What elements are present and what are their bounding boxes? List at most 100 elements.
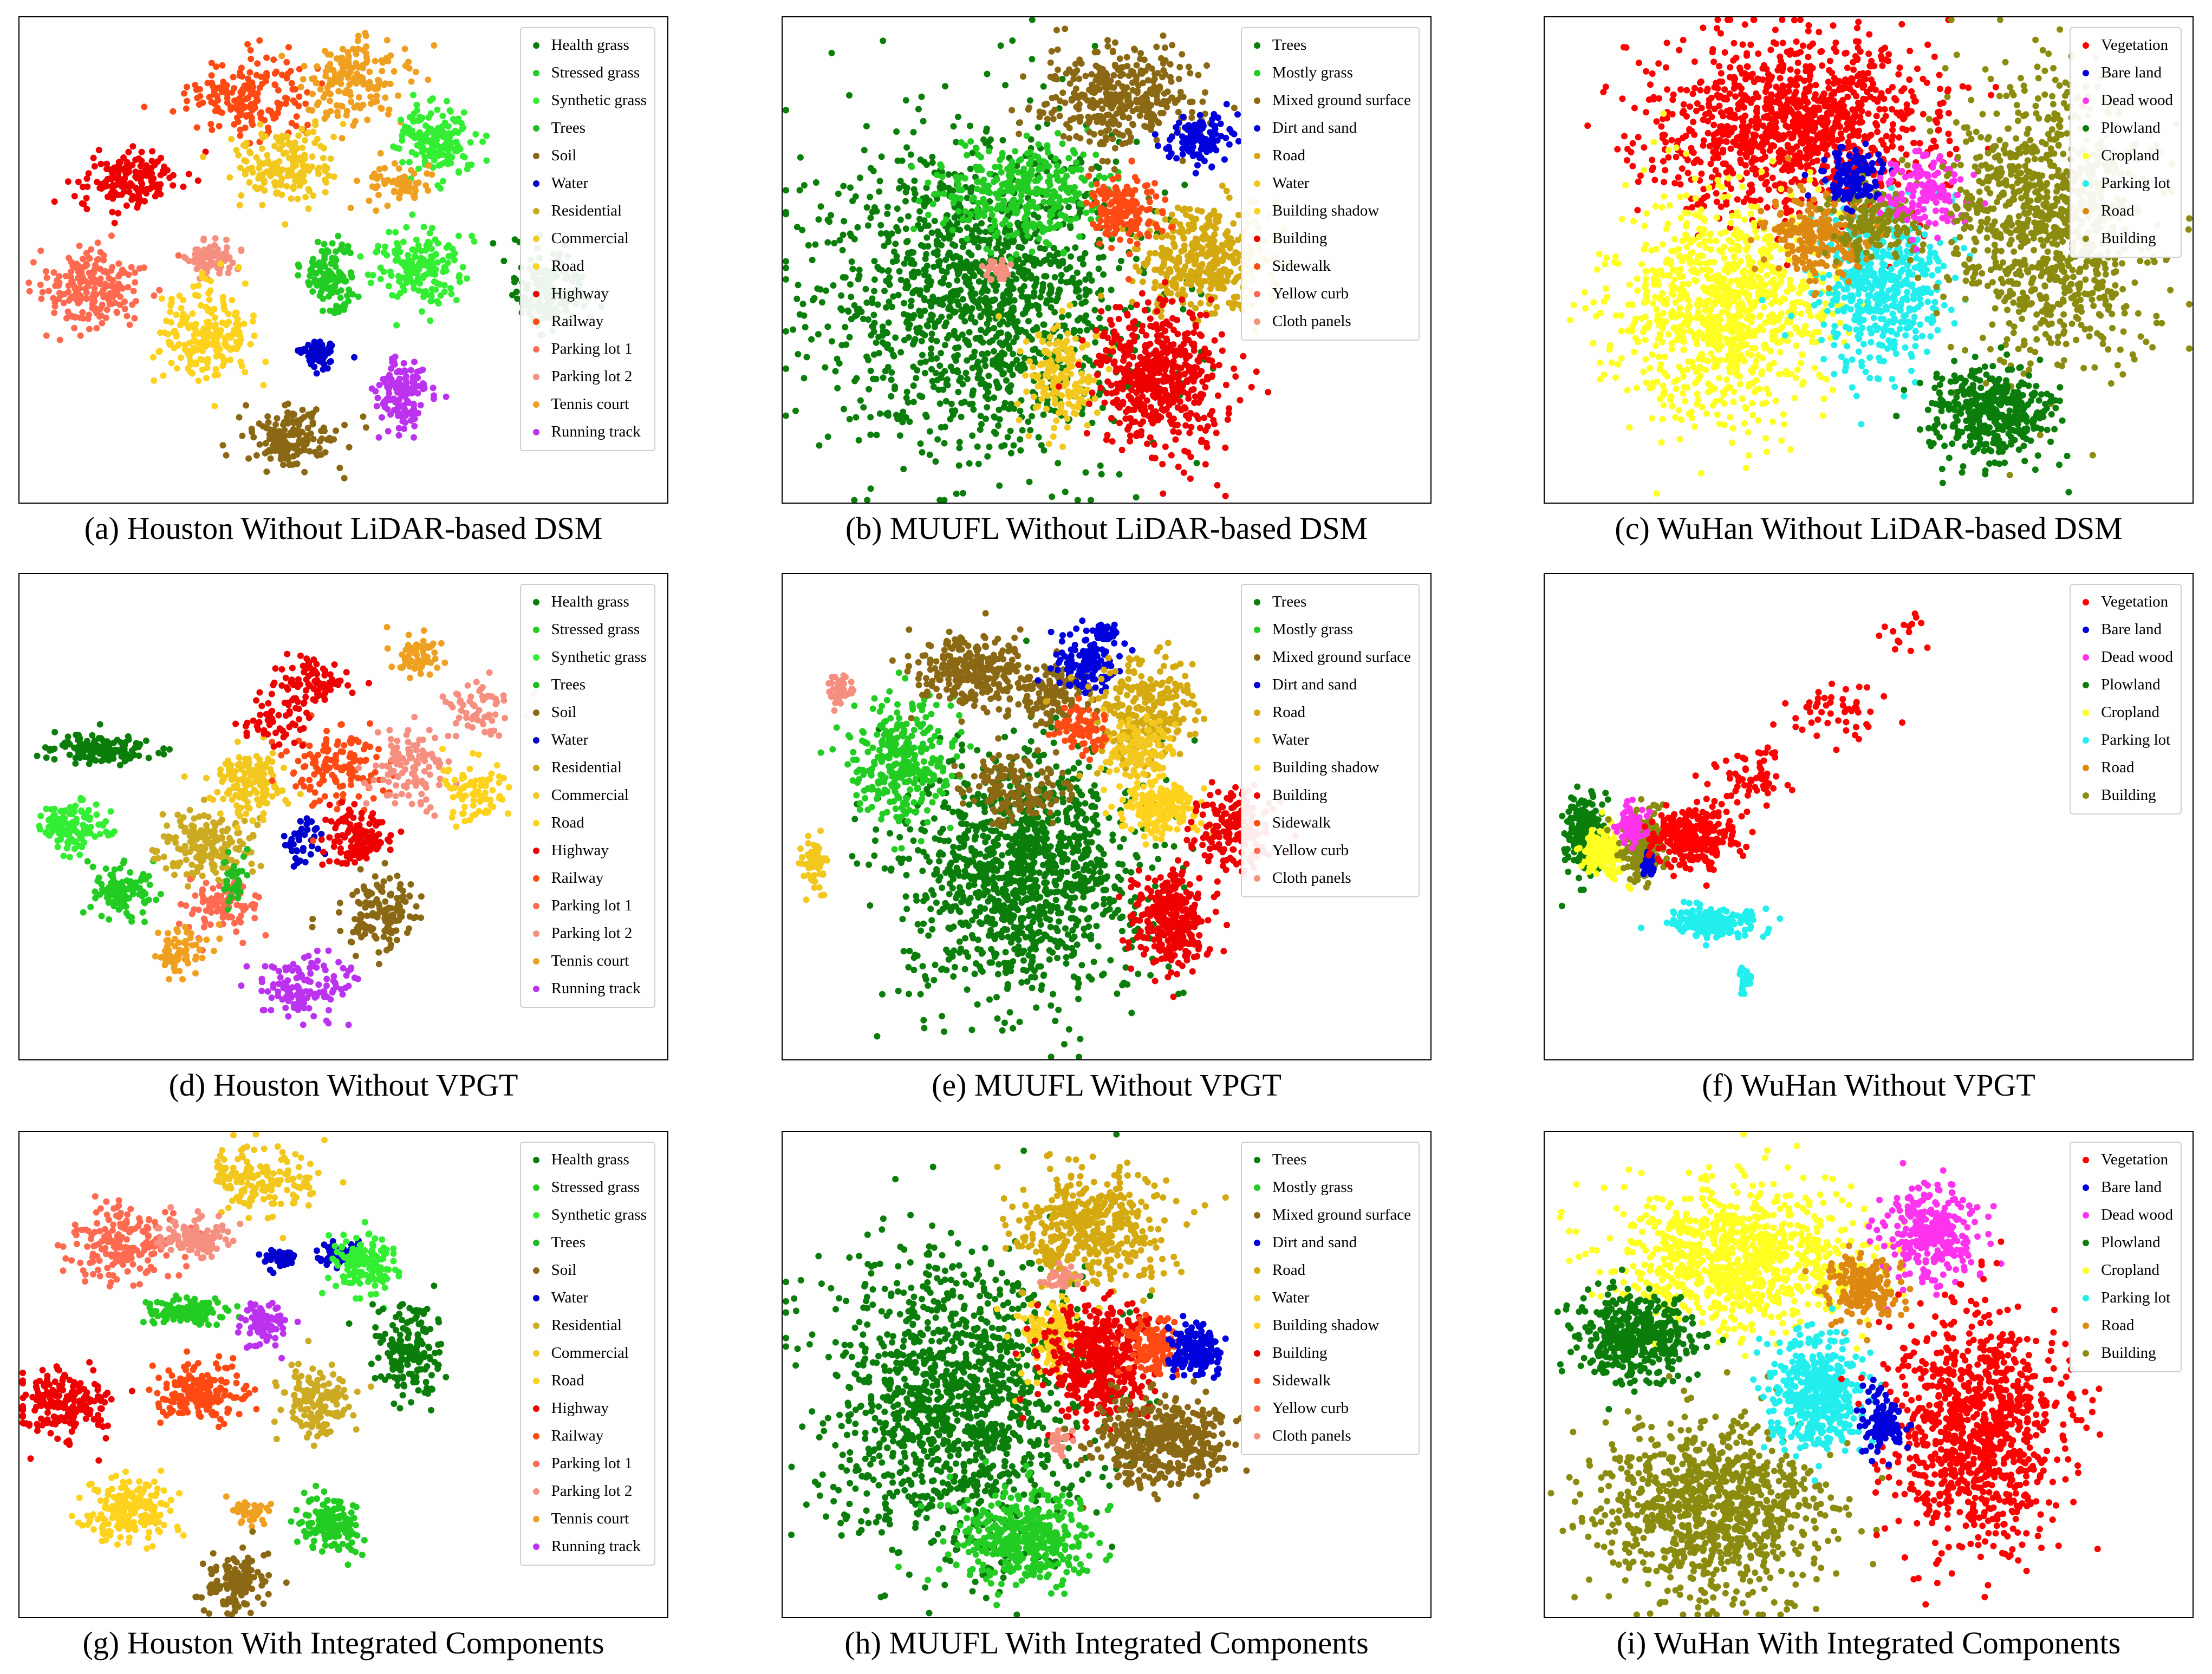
point [845, 308, 852, 315]
point [1161, 189, 1168, 196]
point [407, 367, 414, 374]
point [293, 113, 300, 120]
point [1197, 299, 1204, 307]
point [1226, 194, 1233, 201]
point [1136, 112, 1143, 119]
point [382, 243, 389, 250]
point [260, 382, 267, 389]
point [1160, 109, 1167, 116]
point [278, 53, 285, 60]
point [886, 298, 893, 305]
point [1014, 178, 1022, 185]
point [238, 362, 245, 369]
point [834, 385, 841, 392]
point [394, 293, 401, 300]
point [1065, 312, 1072, 319]
legend-item: Commercial [528, 225, 647, 252]
point [913, 375, 920, 382]
point [369, 183, 376, 190]
point [291, 150, 298, 157]
point [1208, 235, 1215, 242]
point [320, 424, 327, 431]
point [404, 185, 411, 191]
point [1044, 115, 1051, 122]
point [204, 80, 211, 87]
point [1066, 302, 1074, 309]
point [954, 335, 961, 342]
point [1046, 212, 1053, 219]
point [327, 155, 334, 162]
point [1082, 469, 1089, 476]
point [85, 170, 92, 177]
point [193, 252, 200, 259]
point [221, 306, 228, 313]
point [309, 163, 316, 170]
point [318, 80, 326, 87]
point [992, 177, 999, 184]
point [373, 92, 380, 99]
legend-marker [532, 318, 539, 325]
point [908, 249, 915, 256]
point [921, 295, 928, 302]
point [156, 286, 163, 294]
point [51, 303, 58, 310]
point [393, 240, 400, 247]
point [968, 313, 975, 320]
point [336, 465, 343, 471]
point [1043, 273, 1050, 280]
point [262, 359, 269, 366]
point [1164, 232, 1171, 239]
point [1015, 169, 1022, 176]
point [991, 413, 998, 420]
point [304, 129, 311, 136]
point [921, 243, 928, 250]
point [840, 231, 847, 238]
point [968, 252, 975, 259]
point [318, 247, 326, 255]
point [1052, 155, 1059, 162]
point [991, 222, 998, 229]
point [1031, 260, 1038, 267]
point [444, 97, 451, 105]
point [272, 421, 279, 428]
point [1082, 354, 1089, 361]
point [394, 408, 401, 415]
point [227, 356, 234, 363]
point [299, 144, 306, 151]
point [1011, 297, 1018, 304]
point [809, 257, 816, 264]
point [920, 118, 927, 125]
point [955, 208, 962, 215]
point [1043, 191, 1050, 198]
point [242, 125, 249, 131]
point [231, 121, 238, 128]
point [189, 310, 196, 317]
point [130, 288, 137, 295]
point [947, 363, 954, 370]
point [1004, 165, 1011, 172]
point [73, 296, 80, 303]
point [1192, 257, 1199, 263]
cluster-parking-lot-2 [181, 235, 245, 283]
point [1190, 224, 1197, 231]
point [1088, 81, 1095, 88]
point [273, 134, 279, 141]
point [1181, 246, 1188, 253]
point [985, 326, 992, 333]
point [352, 118, 359, 125]
point [1065, 154, 1072, 161]
legend-item: Stressed grass [528, 59, 647, 87]
point [972, 290, 979, 297]
point [1005, 172, 1012, 179]
point [1198, 262, 1205, 269]
point [783, 107, 789, 114]
point [945, 305, 952, 312]
point [1074, 317, 1081, 324]
point [818, 299, 825, 306]
point [483, 132, 490, 139]
point [257, 110, 264, 118]
point [968, 354, 975, 361]
point [341, 301, 348, 308]
point [331, 273, 337, 281]
cluster-dirt-and-sand [1151, 101, 1242, 177]
